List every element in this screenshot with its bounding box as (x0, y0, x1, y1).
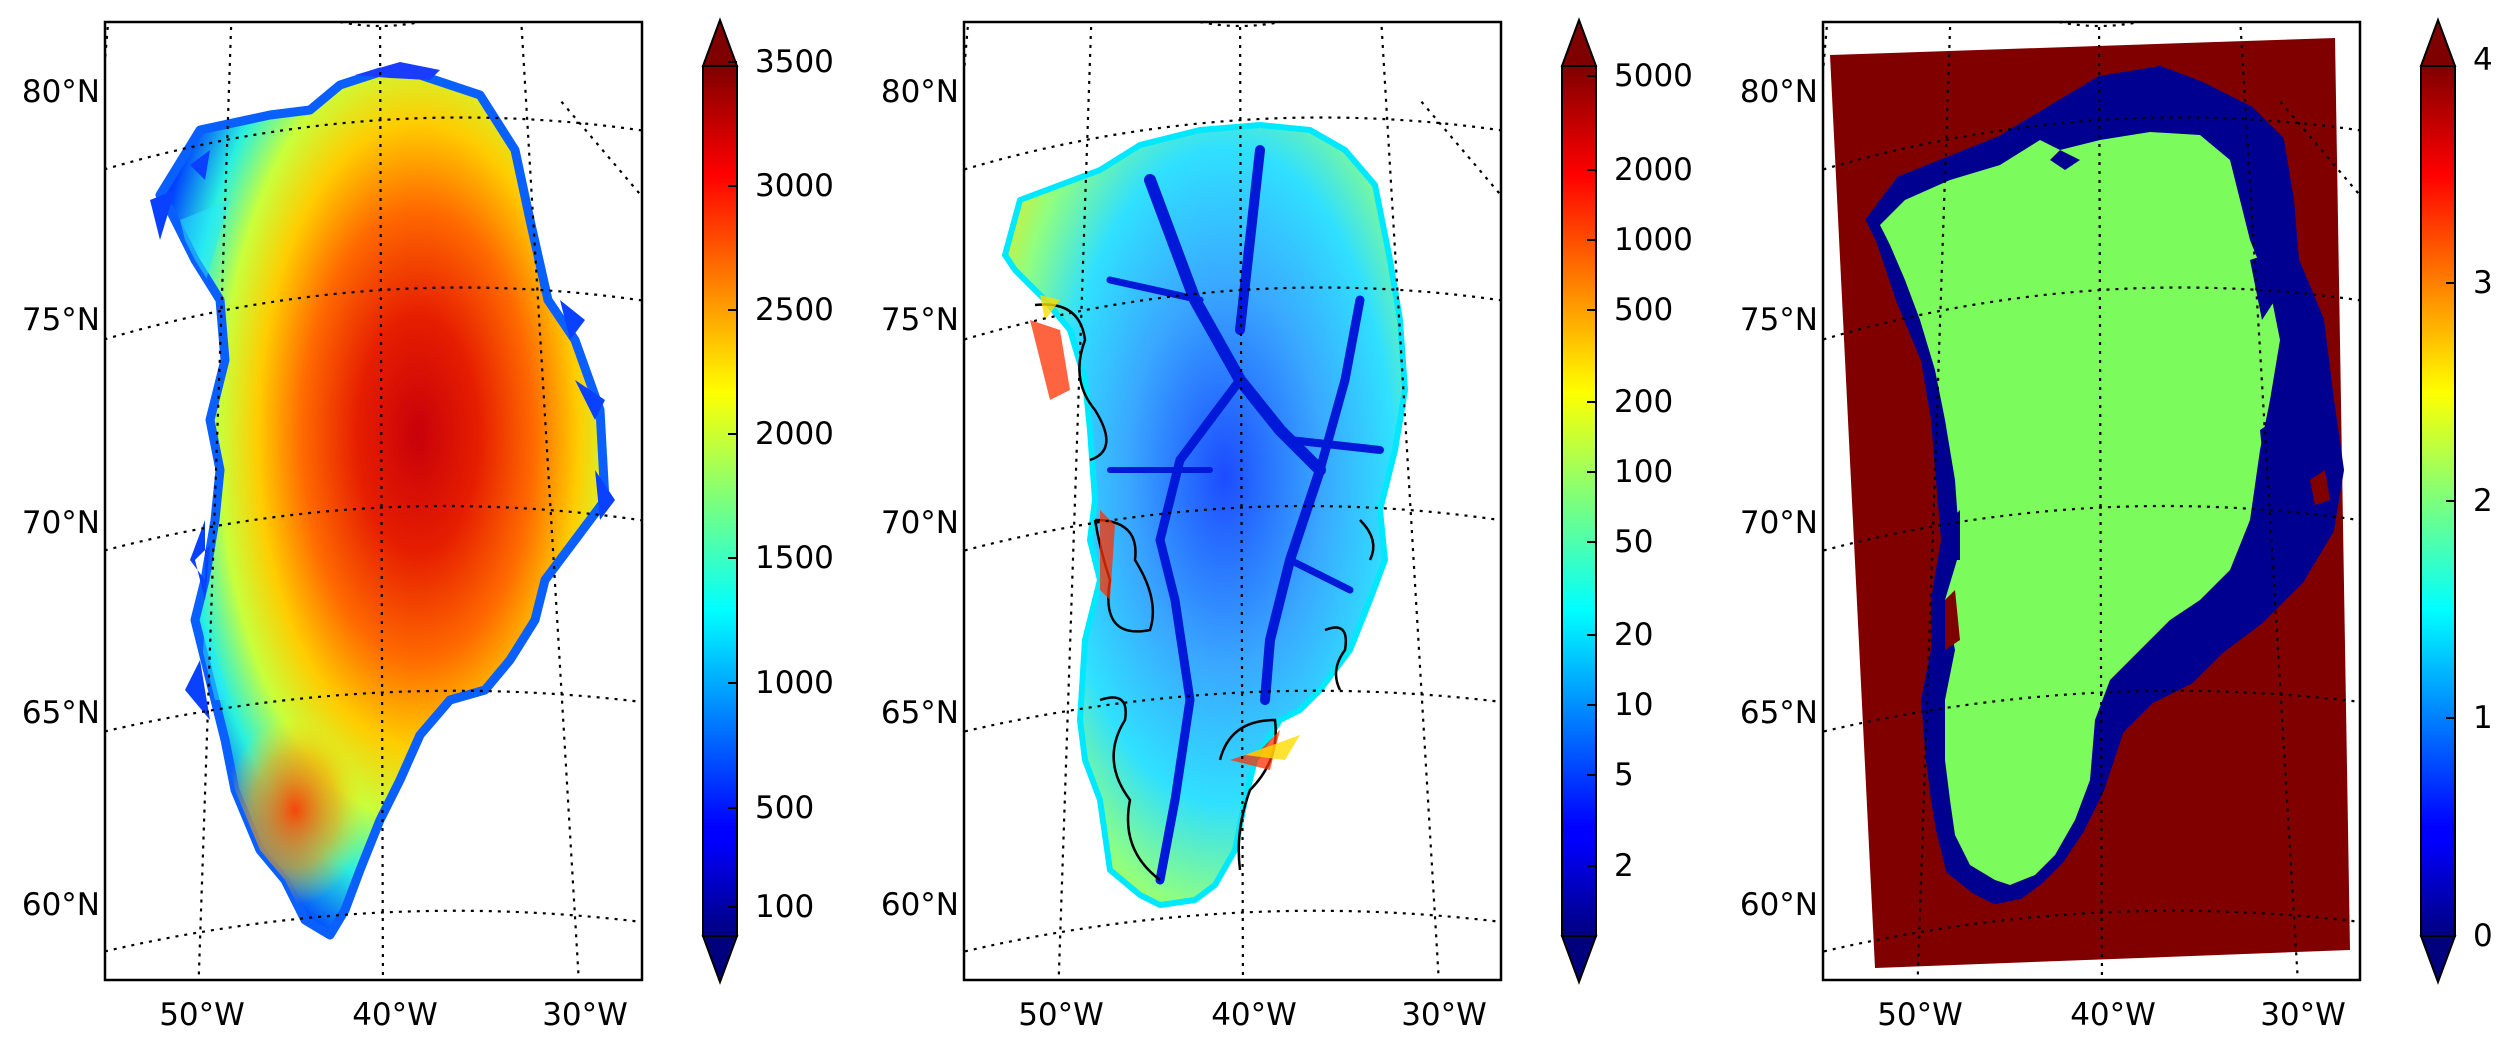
mask-map (1823, 22, 2360, 980)
lat-label: 60°N (1740, 887, 1818, 923)
thickness-map (105, 22, 642, 980)
panel-thickness: 80°N 75°N 70°N 65°N 60°N 50°W 40°W 30°W … (22, 17, 834, 1033)
velocity-field (1002, 122, 1408, 908)
colorbar-tick-label: 10 (1614, 687, 1653, 723)
lat-label: 60°N (22, 887, 100, 923)
lon-label: 40°W (2070, 997, 2156, 1033)
lat-label: 65°N (22, 695, 100, 731)
colorbar-min-arrow (2419, 935, 2457, 985)
colorbar-tick-label: 0 (2473, 918, 2493, 954)
lon-label: 50°W (159, 997, 245, 1033)
colorbar-tick-label: 1000 (1614, 222, 1693, 258)
colorbar-bar (702, 65, 738, 937)
colorbar-tick-label: 1500 (755, 540, 834, 576)
velocity-graticule (964, 22, 1501, 980)
colorbar-min-arrow (701, 935, 739, 985)
lat-label: 80°N (22, 74, 100, 110)
lon-label: 50°W (1877, 997, 1963, 1033)
thickness-lon-labels: 50°W 40°W 30°W (159, 997, 628, 1033)
colorbar-tick-label: 50 (1614, 524, 1653, 560)
colorbar-tick-label: 4 (2473, 42, 2493, 78)
colorbar-tick-label: 1 (2473, 700, 2493, 736)
thickness-field (150, 62, 615, 940)
lat-label: 70°N (1740, 505, 1818, 541)
lon-label: 30°W (2260, 997, 2346, 1033)
colorbar-tick-label: 5000 (1614, 58, 1693, 94)
mask-lon-labels: 50°W 40°W 30°W (1877, 997, 2346, 1033)
colorbar-tick-label: 2500 (755, 292, 834, 328)
lon-label: 50°W (1018, 997, 1104, 1033)
colorbar-tick-label: 100 (755, 889, 814, 925)
colorbar-tick-label: 3500 (755, 44, 834, 80)
colorbar-min-arrow (1560, 935, 1598, 985)
lat-label: 80°N (881, 74, 959, 110)
colorbar-max-arrow (2419, 17, 2457, 67)
lat-label: 70°N (22, 505, 100, 541)
lat-label: 75°N (881, 302, 959, 338)
thickness-lat-labels: 80°N 75°N 70°N 65°N 60°N (22, 74, 100, 923)
colorbar-tick-label: 1000 (755, 665, 834, 701)
colorbar-tick-label: 2000 (1614, 152, 1693, 188)
lon-label: 30°W (1401, 997, 1487, 1033)
velocity-frame (962, 20, 1503, 982)
thickness-colorbar: 3500 3000 2500 2000 1500 1000 500 100 (701, 17, 834, 985)
colorbar-tick-label: 3000 (755, 168, 834, 204)
colorbar-tick-label: 500 (1614, 292, 1673, 328)
thickness-graticule (105, 22, 642, 980)
lat-label: 80°N (1740, 74, 1818, 110)
colorbar-tick-label: 100 (1614, 454, 1673, 490)
mask-colorbar: 4 3 2 1 0 (2419, 17, 2493, 985)
lat-label: 60°N (881, 887, 959, 923)
mask-lat-labels: 80°N 75°N 70°N 65°N 60°N (1740, 74, 1818, 923)
colorbar-max-arrow (1560, 17, 1598, 67)
mask-graticule (1823, 22, 2360, 980)
colorbar-tick-label: 20 (1614, 617, 1653, 653)
lat-label: 65°N (1740, 695, 1818, 731)
lon-label: 40°W (352, 997, 438, 1033)
lon-label: 30°W (542, 997, 628, 1033)
mask-field (1830, 38, 2350, 968)
colorbar-tick-label: 200 (1614, 384, 1673, 420)
mask-ice (1880, 132, 2280, 885)
thickness-frame (103, 20, 644, 982)
lat-label: 65°N (881, 695, 959, 731)
velocity-lon-labels: 50°W 40°W 30°W (1018, 997, 1487, 1033)
velocity-map (964, 22, 1501, 980)
lat-label: 75°N (1740, 302, 1818, 338)
colorbar-bar (1561, 65, 1597, 937)
colorbar-tick-label: 2 (2473, 483, 2493, 519)
mask-frame (1821, 20, 2362, 982)
colorbar-tick-label: 2000 (755, 416, 834, 452)
colorbar-tick-label: 3 (2473, 265, 2493, 301)
panel-velocity: 80°N 75°N 70°N 65°N 60°N 50°W 40°W 30°W (881, 17, 1693, 1033)
lat-label: 70°N (881, 505, 959, 541)
colorbar-max-arrow (701, 17, 739, 67)
velocity-lat-labels: 80°N 75°N 70°N 65°N 60°N (881, 74, 959, 923)
colorbar-tick-label: 500 (755, 790, 814, 826)
colorbar-tick-label: 2 (1614, 848, 1634, 884)
colorbar-tick-label: 5 (1614, 757, 1634, 793)
velocity-contour (1034, 303, 1375, 881)
lat-label: 75°N (22, 302, 100, 338)
panel-mask: 80°N 75°N 70°N 65°N 60°N 50°W 40°W 30°W … (1740, 17, 2493, 1033)
velocity-colorbar: 5000 2000 1000 500 200 100 50 20 10 5 2 (1560, 17, 1693, 985)
lon-label: 40°W (1211, 997, 1297, 1033)
